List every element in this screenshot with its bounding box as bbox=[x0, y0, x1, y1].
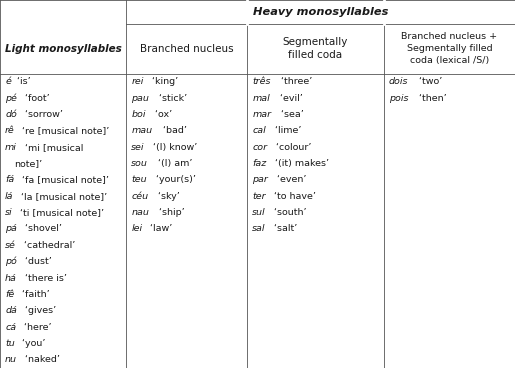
Text: cal: cal bbox=[252, 126, 266, 135]
Text: Branched nucleus: Branched nucleus bbox=[140, 44, 233, 54]
Text: ‘naked’: ‘naked’ bbox=[22, 355, 60, 364]
Text: ‘sorrow’: ‘sorrow’ bbox=[22, 110, 63, 119]
Text: ‘(I) know’: ‘(I) know’ bbox=[150, 143, 198, 152]
Text: ‘even’: ‘even’ bbox=[274, 176, 307, 184]
Text: nu: nu bbox=[5, 355, 17, 364]
Text: pó: pó bbox=[5, 257, 17, 266]
Text: cá: cá bbox=[5, 323, 16, 332]
Text: fá: fá bbox=[5, 176, 14, 184]
Text: ‘sea’: ‘sea’ bbox=[279, 110, 304, 119]
Text: tu: tu bbox=[5, 339, 15, 348]
Text: ‘salt’: ‘salt’ bbox=[271, 224, 298, 233]
Text: lei: lei bbox=[131, 224, 143, 233]
Text: Heavy monosyllables: Heavy monosyllables bbox=[253, 7, 388, 17]
Text: dó: dó bbox=[5, 110, 17, 119]
Text: ‘fa [musical note]’: ‘fa [musical note]’ bbox=[19, 176, 109, 184]
Text: ‘(I) am’: ‘(I) am’ bbox=[154, 159, 192, 168]
Text: ‘faith’: ‘faith’ bbox=[19, 290, 49, 299]
Text: sei: sei bbox=[131, 143, 145, 152]
Text: Segmentally
filled coda: Segmentally filled coda bbox=[283, 37, 348, 60]
Text: ‘you’: ‘you’ bbox=[19, 339, 46, 348]
Text: ‘is’: ‘is’ bbox=[14, 77, 31, 86]
Text: ‘stick’: ‘stick’ bbox=[156, 93, 187, 103]
Text: lá: lá bbox=[5, 192, 14, 201]
Text: ‘(it) makes’: ‘(it) makes’ bbox=[272, 159, 330, 168]
Text: sé: sé bbox=[5, 241, 16, 250]
Text: ter: ter bbox=[252, 192, 266, 201]
Text: três: três bbox=[252, 77, 271, 86]
Text: sul: sul bbox=[252, 208, 266, 217]
Text: ‘re [musical note]’: ‘re [musical note]’ bbox=[19, 126, 110, 135]
Text: ‘foot’: ‘foot’ bbox=[22, 93, 50, 103]
Text: pé: pé bbox=[5, 93, 17, 103]
Text: ‘here’: ‘here’ bbox=[21, 323, 52, 332]
Text: sal: sal bbox=[252, 224, 266, 233]
Text: ‘there is’: ‘there is’ bbox=[22, 273, 67, 283]
Text: é: é bbox=[5, 77, 11, 86]
Text: ‘cathedral’: ‘cathedral’ bbox=[21, 241, 75, 250]
Text: ‘then’: ‘then’ bbox=[416, 93, 447, 103]
Text: teu: teu bbox=[131, 176, 147, 184]
Text: ‘south’: ‘south’ bbox=[271, 208, 307, 217]
Text: nau: nau bbox=[131, 208, 149, 217]
Text: sou: sou bbox=[131, 159, 148, 168]
Text: ‘ti [musical note]’: ‘ti [musical note]’ bbox=[16, 208, 104, 217]
Text: mal: mal bbox=[252, 93, 270, 103]
Text: pois: pois bbox=[389, 93, 408, 103]
Text: ‘shovel’: ‘shovel’ bbox=[22, 224, 62, 233]
Text: mar: mar bbox=[252, 110, 271, 119]
Text: Branched nucleus +
Segmentally filled
coda (lexical /S/): Branched nucleus + Segmentally filled co… bbox=[401, 32, 497, 65]
Text: ‘lime’: ‘lime’ bbox=[271, 126, 301, 135]
Text: Light monosyllables: Light monosyllables bbox=[5, 44, 122, 54]
Text: rê: rê bbox=[5, 126, 15, 135]
Text: cor: cor bbox=[252, 143, 267, 152]
Text: pau: pau bbox=[131, 93, 149, 103]
Text: ‘sky’: ‘sky’ bbox=[155, 192, 180, 201]
Text: ‘king’: ‘king’ bbox=[149, 77, 178, 86]
Text: rei: rei bbox=[131, 77, 144, 86]
Text: si: si bbox=[5, 208, 13, 217]
Text: mau: mau bbox=[131, 126, 152, 135]
Text: boi: boi bbox=[131, 110, 146, 119]
Text: há: há bbox=[5, 273, 17, 283]
Text: ‘your(s)’: ‘your(s)’ bbox=[153, 176, 196, 184]
Text: faz: faz bbox=[252, 159, 267, 168]
Text: note]’: note]’ bbox=[14, 159, 43, 168]
Text: ‘mi [musical: ‘mi [musical bbox=[22, 143, 83, 152]
Text: dá: dá bbox=[5, 306, 17, 315]
Text: céu: céu bbox=[131, 192, 148, 201]
Text: ‘la [musical note]’: ‘la [musical note]’ bbox=[18, 192, 107, 201]
Text: ‘gives’: ‘gives’ bbox=[22, 306, 56, 315]
Text: ‘law’: ‘law’ bbox=[147, 224, 173, 233]
Text: ‘ship’: ‘ship’ bbox=[156, 208, 185, 217]
Text: dois: dois bbox=[389, 77, 408, 86]
Text: ‘to have’: ‘to have’ bbox=[271, 192, 316, 201]
Text: par: par bbox=[252, 176, 268, 184]
Text: ‘three’: ‘three’ bbox=[278, 77, 312, 86]
Text: mi: mi bbox=[5, 143, 17, 152]
Text: fê: fê bbox=[5, 290, 14, 299]
Text: ‘dust’: ‘dust’ bbox=[22, 257, 52, 266]
Text: ‘evil’: ‘evil’ bbox=[277, 93, 303, 103]
Text: ‘colour’: ‘colour’ bbox=[273, 143, 312, 152]
Text: ‘bad’: ‘bad’ bbox=[160, 126, 187, 135]
Text: pá: pá bbox=[5, 224, 17, 233]
Text: ‘ox’: ‘ox’ bbox=[151, 110, 172, 119]
Text: ‘two’: ‘two’ bbox=[416, 77, 442, 86]
